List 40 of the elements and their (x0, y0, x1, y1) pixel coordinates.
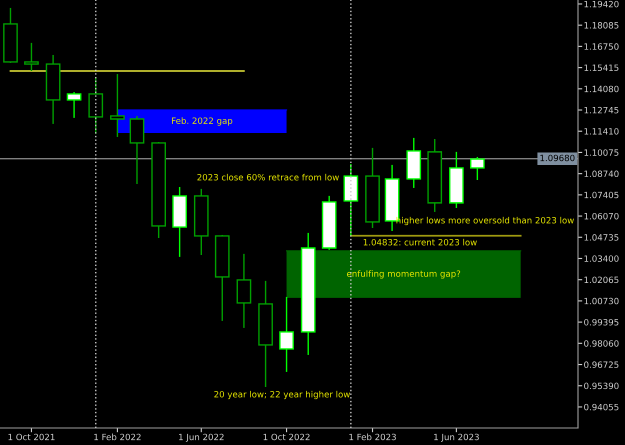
series-label: Feb. 2022 gap (172, 117, 232, 126)
y-tick-label: 1.07405 (584, 192, 618, 198)
y-tick-label: 1.11410 (584, 128, 619, 135)
y-tick-label: 1.03400 (584, 255, 619, 262)
y-tick-label: 1.12745 (584, 106, 618, 114)
annotation: 2023 close 60% retrace from low (197, 174, 339, 180)
ref-line-label: 1.09680 (540, 154, 575, 162)
text: enfulfing momentum gap? (346, 270, 460, 279)
y-tick-label: 0.94055 (584, 404, 618, 410)
annotation: 1.04832: current 2023 low (364, 238, 477, 246)
x-tick-label: 1 Oct 2021 (8, 434, 55, 440)
y-tick-label: 0.96725 (584, 361, 618, 368)
y-tick-label: 1.18085 (584, 22, 618, 29)
y-tick-label: 1.14080 (584, 86, 619, 92)
candlestick (236, 253, 252, 329)
x-tick-label: 1 Jun 2022 (179, 434, 224, 442)
y-tick-label: 1.16750 (584, 43, 619, 50)
y-tick-label: 1.10075 (584, 149, 618, 156)
candlestick (130, 115, 144, 185)
candlestick (66, 91, 82, 119)
y-tick-label: 1.15415 (584, 64, 618, 71)
x-tick-label: 1 Feb 2023 (349, 434, 396, 440)
x-tick-label: 1 Feb 2022 (94, 434, 141, 440)
x-tick-label: 1 Oct 2022 (264, 434, 310, 440)
candlestick (110, 73, 125, 138)
candlestick (279, 296, 294, 373)
annotation: higher lows more oversold than 2023 low (396, 216, 574, 226)
x-tick-label: 1 Jun 2023 (434, 434, 479, 442)
y-tick-label: 0.98060 (584, 340, 619, 347)
y-tick-label: 1.02065 (584, 276, 618, 284)
y-tick-label: 1.00730 (584, 298, 619, 304)
y-tick-label: 1.06070 (584, 212, 619, 220)
y-tick-label: 0.99395 (584, 318, 618, 326)
y-tick-label: 1.04735 (584, 234, 618, 241)
y-tick-label: 0.95390 (584, 382, 619, 390)
annotation: 20 year low; 22 year higher low (214, 390, 350, 400)
y-tick-label: 1.08740 (584, 170, 619, 178)
candlestick (24, 42, 39, 72)
candlestick (470, 156, 485, 181)
y-tick-label: 1.19420 (584, 0, 619, 8)
